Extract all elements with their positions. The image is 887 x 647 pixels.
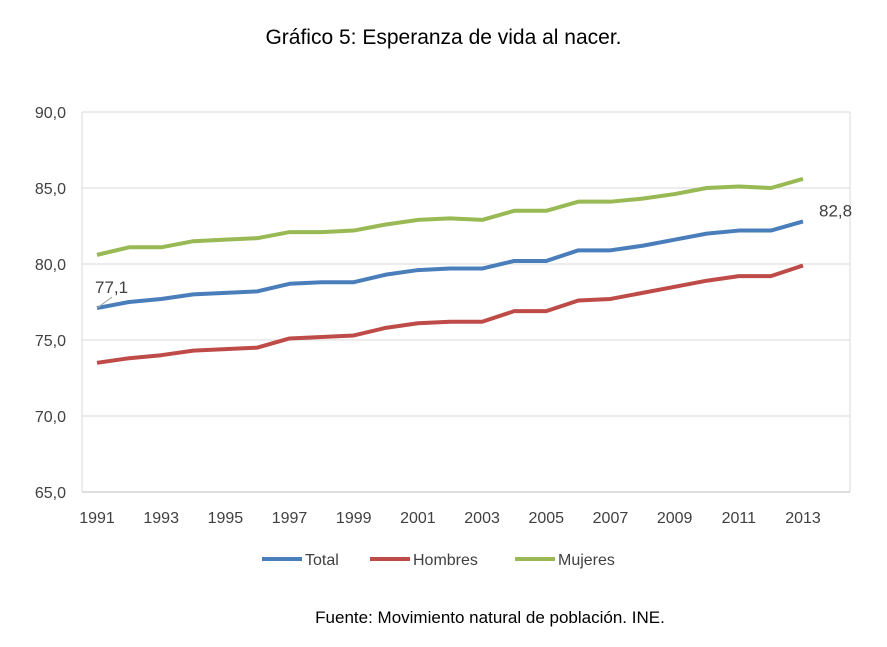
- y-tick-label: 70,0: [35, 409, 66, 426]
- data-label-leader: [96, 296, 113, 309]
- y-tick-label: 65,0: [35, 485, 66, 502]
- x-tick-label: 2005: [528, 510, 564, 527]
- data-label-last: 82,8: [819, 201, 852, 220]
- legend-label-mujeres: Mujeres: [558, 552, 615, 569]
- series-line-total: [96, 219, 804, 311]
- series-line-hombres: [96, 263, 804, 365]
- legend-label-hombres: Hombres: [413, 552, 478, 569]
- x-tick-label: 1991: [79, 510, 115, 527]
- x-tick-label: 2013: [785, 510, 821, 527]
- x-tick-label: 2007: [593, 510, 629, 527]
- series-line-mujeres: [96, 176, 804, 257]
- x-tick-label: 1999: [336, 510, 372, 527]
- legend-label-total: Total: [305, 552, 339, 569]
- data-label-first: 77,1: [95, 278, 128, 297]
- x-tick-label: 2009: [657, 510, 693, 527]
- x-tick-label: 2003: [464, 510, 500, 527]
- y-tick-label: 75,0: [35, 333, 66, 350]
- x-tick-label: 1997: [272, 510, 308, 527]
- chart-title: Gráfico 5: Esperanza de vida al nacer.: [265, 26, 622, 49]
- y-tick-label: 80,0: [35, 257, 66, 274]
- x-tick-label: 2011: [722, 510, 757, 527]
- x-tick-label: 2001: [400, 510, 436, 527]
- chart-source: Fuente: Movimiento natural de población.…: [315, 608, 665, 627]
- y-tick-label: 85,0: [35, 181, 66, 198]
- x-tick-label: 1993: [143, 510, 179, 527]
- y-tick-label: 90,0: [35, 105, 66, 122]
- x-tick-label: 1995: [208, 510, 244, 527]
